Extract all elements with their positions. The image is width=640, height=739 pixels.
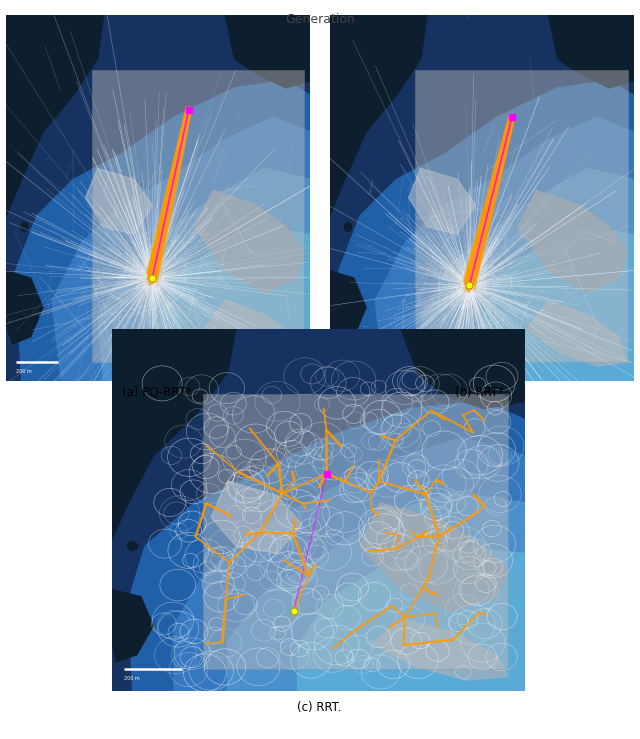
Polygon shape (6, 270, 43, 344)
Polygon shape (482, 227, 634, 381)
Polygon shape (6, 15, 104, 216)
Polygon shape (129, 401, 525, 691)
Polygon shape (195, 191, 305, 293)
Polygon shape (360, 503, 508, 611)
Polygon shape (52, 118, 310, 381)
Text: 200 m: 200 m (15, 369, 31, 374)
Text: (b) RRT*.: (b) RRT*. (455, 386, 508, 399)
Polygon shape (98, 168, 310, 381)
Polygon shape (211, 481, 302, 554)
Polygon shape (112, 590, 154, 662)
Text: (a) PQ-RRT*.: (a) PQ-RRT*. (122, 386, 195, 399)
Polygon shape (112, 329, 525, 691)
Polygon shape (159, 227, 310, 381)
Polygon shape (339, 81, 634, 381)
Polygon shape (15, 81, 310, 381)
Polygon shape (421, 168, 634, 381)
Text: (c) RRT.: (c) RRT. (296, 701, 341, 714)
Polygon shape (518, 191, 627, 293)
Polygon shape (174, 437, 525, 691)
Polygon shape (298, 546, 525, 691)
Polygon shape (330, 270, 366, 344)
Polygon shape (112, 329, 236, 539)
Bar (415, 69, 627, 362)
Polygon shape (401, 329, 525, 409)
Circle shape (344, 222, 351, 231)
Text: Generation: Generation (285, 13, 355, 27)
Polygon shape (86, 168, 152, 234)
Polygon shape (6, 15, 310, 381)
Polygon shape (375, 118, 634, 381)
Polygon shape (225, 15, 310, 88)
Polygon shape (228, 492, 525, 691)
Polygon shape (409, 168, 476, 234)
Circle shape (21, 222, 28, 231)
Text: 200 m: 200 m (124, 675, 140, 681)
Circle shape (128, 542, 138, 551)
Polygon shape (330, 15, 634, 381)
Polygon shape (527, 300, 627, 366)
Bar (203, 394, 508, 670)
Text: 200 m: 200 m (339, 369, 355, 374)
Polygon shape (204, 300, 305, 366)
Polygon shape (548, 15, 634, 88)
Polygon shape (330, 15, 427, 216)
Polygon shape (372, 619, 508, 680)
Bar (92, 69, 305, 362)
